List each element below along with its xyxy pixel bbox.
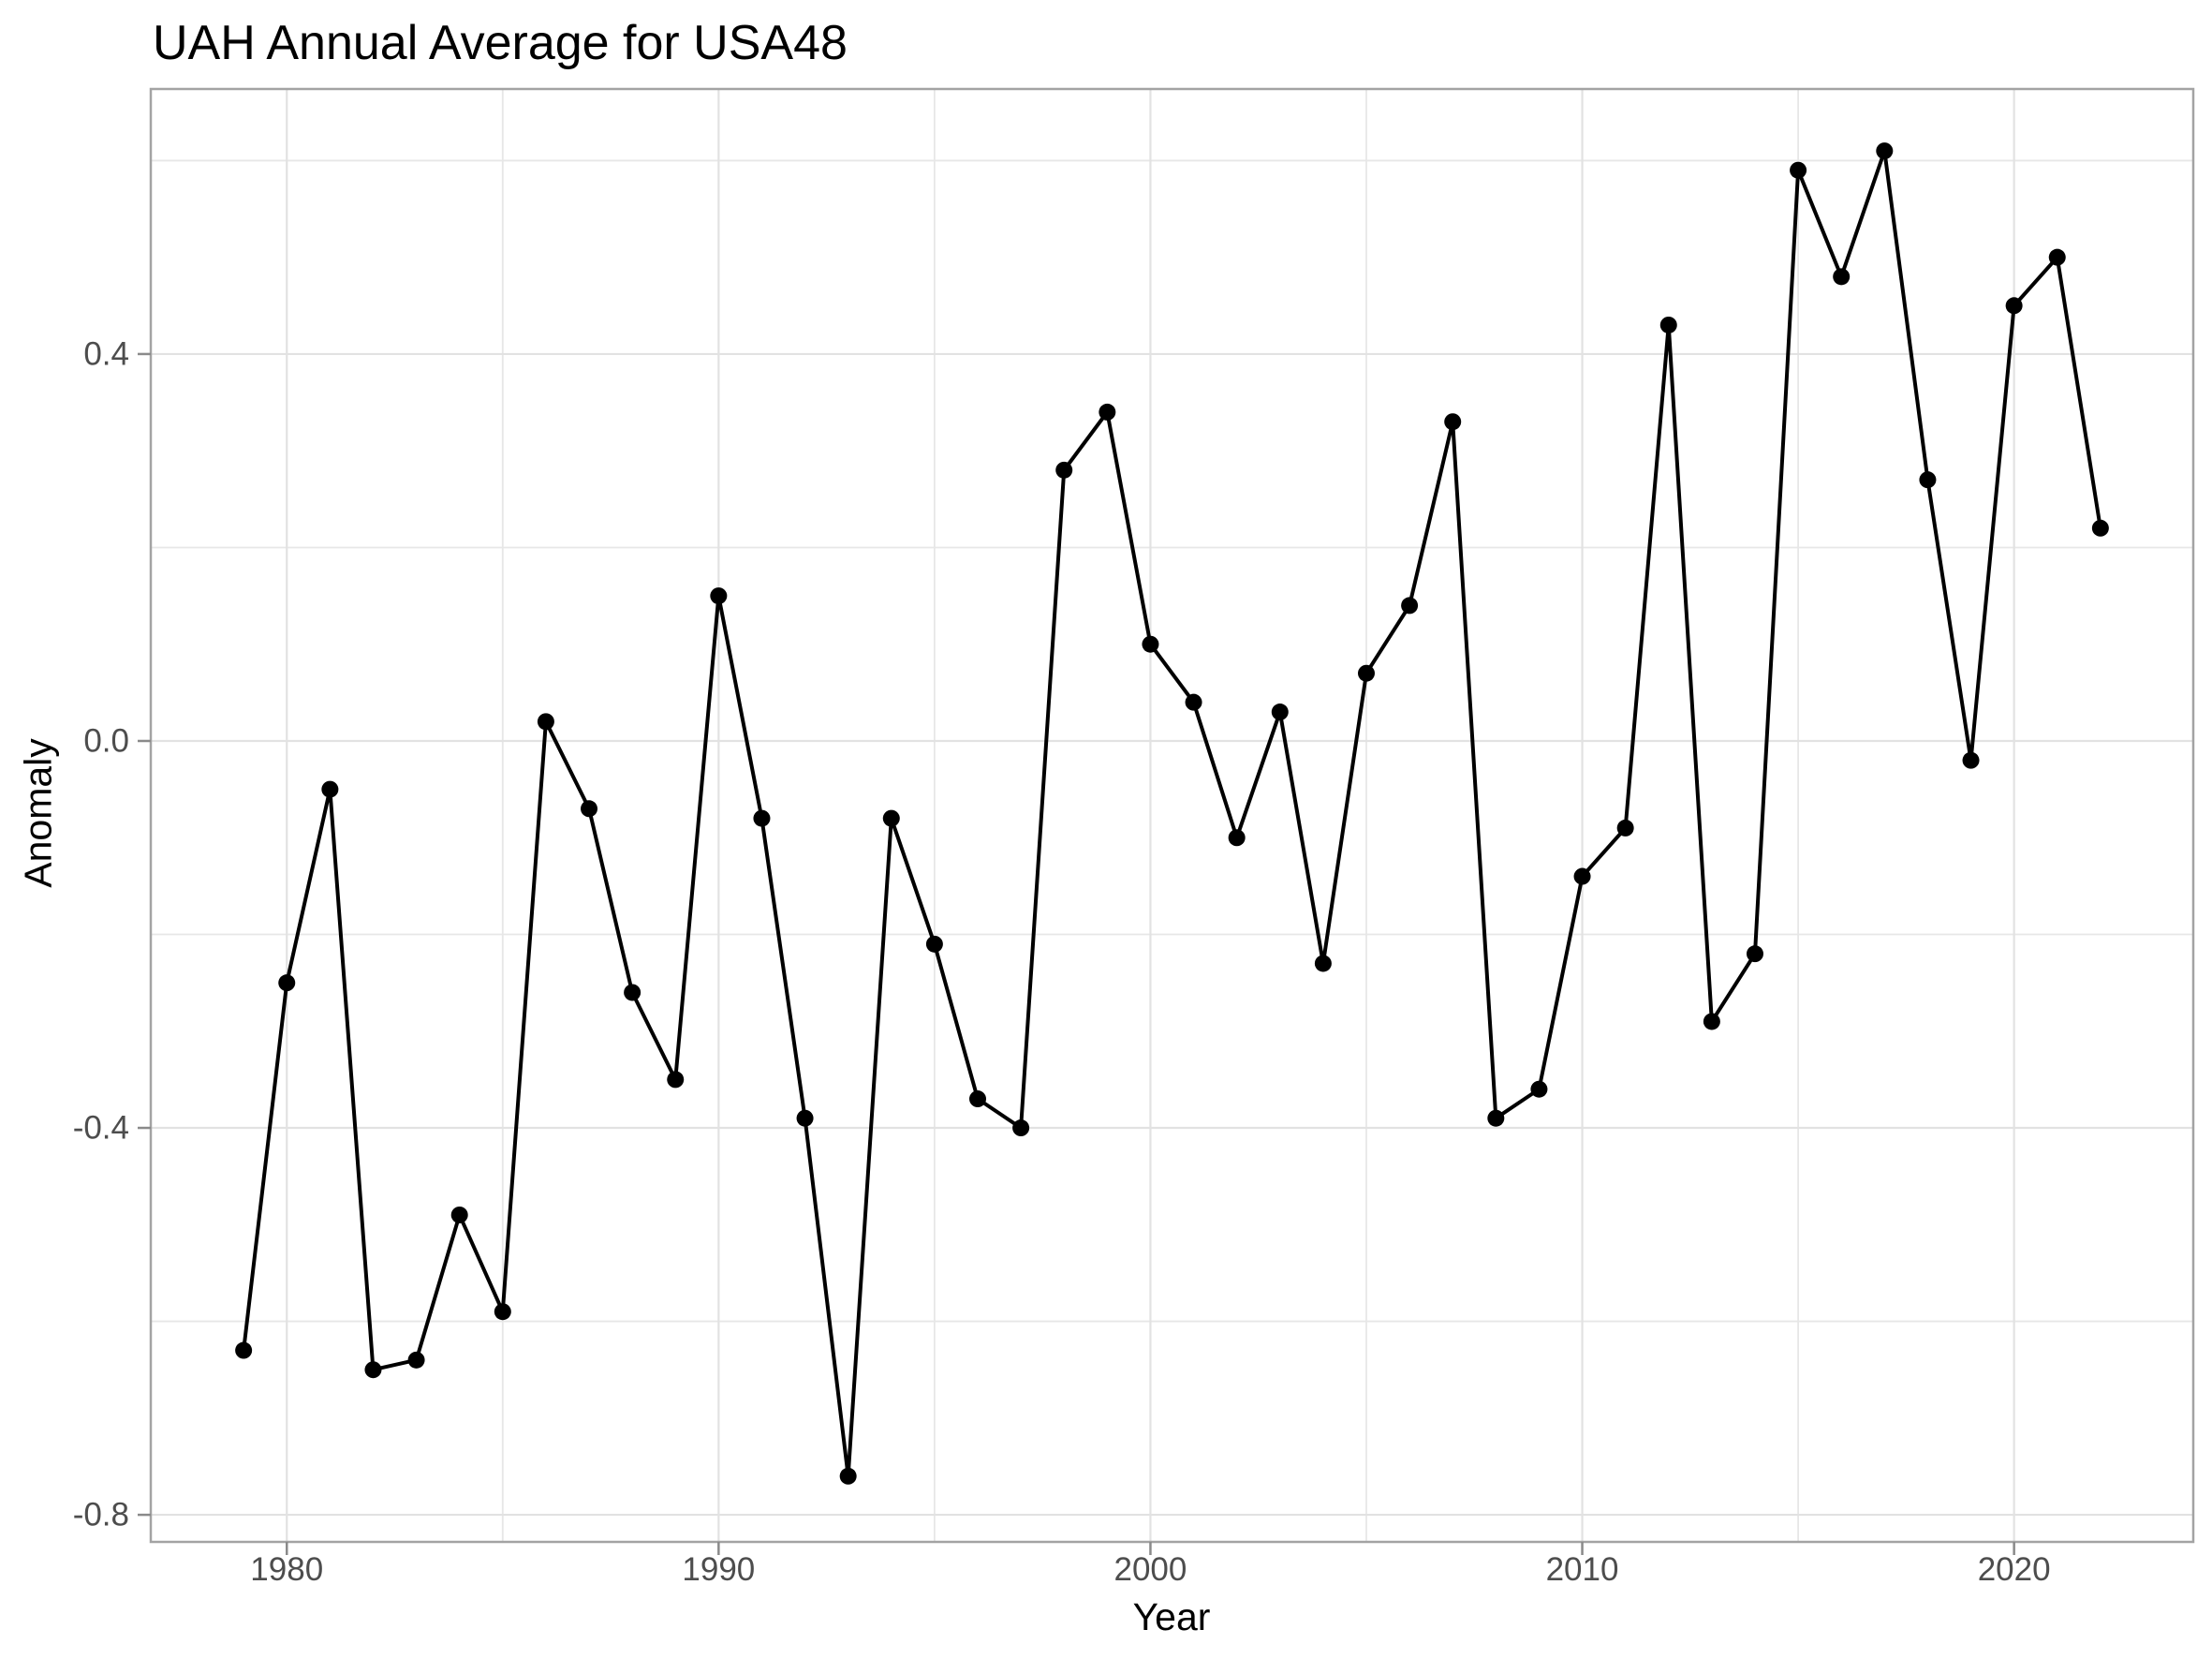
data-point <box>450 1206 468 1223</box>
data-point <box>1142 635 1159 653</box>
x-tick-label: 1980 <box>250 1551 323 1588</box>
data-point <box>1314 955 1332 972</box>
data-point <box>537 713 554 731</box>
data-point <box>2005 297 2023 315</box>
data-point <box>882 809 900 827</box>
x-tick-label: 2000 <box>1114 1551 1187 1588</box>
data-point <box>1659 316 1677 333</box>
data-point <box>364 1361 382 1379</box>
data-point <box>235 1341 253 1359</box>
data-point <box>2091 519 2109 537</box>
data-point <box>667 1071 685 1089</box>
x-tick-label: 1990 <box>682 1551 755 1588</box>
data-point <box>1099 403 1116 421</box>
data-point <box>969 1090 987 1108</box>
data-point <box>1833 268 1851 286</box>
data-line <box>242 150 2102 1477</box>
data-point <box>925 935 943 953</box>
data-point <box>2048 248 2066 266</box>
data-point <box>1012 1119 1030 1137</box>
data-point <box>1185 693 1202 711</box>
data-point <box>710 587 728 605</box>
data-point <box>624 984 641 1001</box>
data-point <box>1228 829 1246 847</box>
data-point <box>1573 867 1591 885</box>
data-point <box>494 1303 511 1321</box>
data-point <box>1790 161 1807 179</box>
data-point <box>1876 142 1894 160</box>
data-point <box>753 809 771 827</box>
data-point <box>321 780 339 798</box>
data-point <box>1530 1080 1548 1098</box>
data-point <box>1487 1109 1505 1127</box>
data-point <box>839 1467 857 1485</box>
chart-title: UAH Annual Average for USA48 <box>153 16 848 70</box>
data-point <box>1357 664 1375 682</box>
data-point <box>407 1351 425 1369</box>
data-point <box>1962 751 1980 769</box>
data-point <box>1401 597 1419 615</box>
data-point <box>1271 704 1289 721</box>
data-point <box>1919 471 1937 489</box>
y-tick-label: -0.4 <box>73 1110 129 1147</box>
x-tick-label: 2020 <box>1978 1551 2051 1588</box>
y-tick-label: 0.4 <box>83 335 129 372</box>
data-point <box>581 800 598 818</box>
data-point <box>796 1109 814 1127</box>
data-point <box>278 974 296 992</box>
x-axis-title: Year <box>1132 1595 1211 1638</box>
data-point <box>1444 413 1462 431</box>
data-point <box>1055 461 1073 479</box>
data-point <box>1703 1013 1720 1030</box>
data-point <box>1746 945 1763 963</box>
y-tick-label: 0.0 <box>83 722 129 759</box>
panel-border <box>149 87 2195 1544</box>
x-tick-label: 2010 <box>1546 1551 1619 1588</box>
y-tick-label: -0.8 <box>73 1497 129 1533</box>
panel-background <box>151 89 2193 1542</box>
data-point <box>1616 819 1634 837</box>
